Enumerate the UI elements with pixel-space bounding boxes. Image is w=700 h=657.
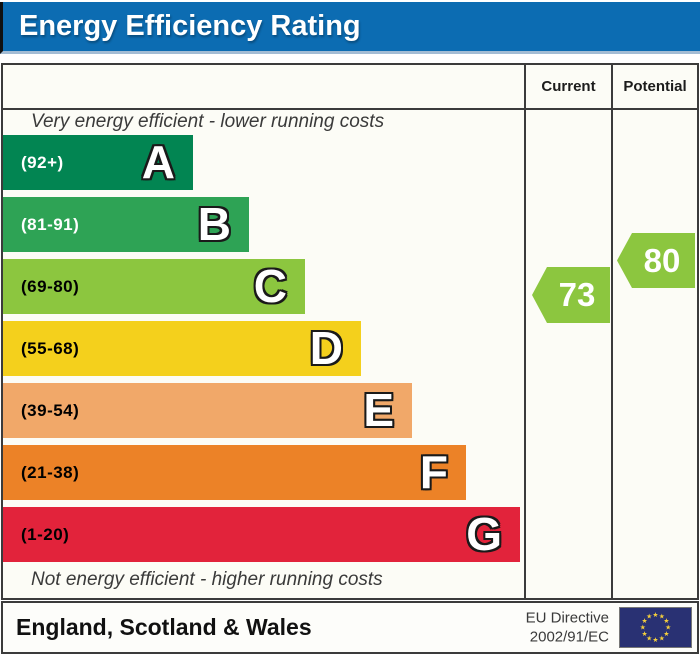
svg-text:★: ★ — [646, 634, 652, 642]
svg-text:★: ★ — [663, 617, 669, 625]
svg-text:★: ★ — [652, 611, 658, 619]
band-letter: A — [141, 136, 175, 188]
eu-flag-icon: ★ ★ ★ ★ ★ ★ ★ ★ ★ ★ ★ ★ — [619, 607, 692, 648]
band-row-d: (55-68) D — [3, 321, 361, 376]
band-range-label: (81-91) — [21, 214, 80, 234]
top-caption: Very energy efficient - lower running co… — [31, 111, 385, 132]
eu-directive-line1: EU Directive — [525, 609, 609, 626]
band-range-label: (1-20) — [21, 524, 70, 544]
band-range-label: (21-38) — [21, 462, 80, 482]
band-letter: B — [197, 198, 231, 250]
band-row-g: (1-20) G — [3, 507, 520, 562]
band-letter: C — [253, 260, 287, 312]
svg-text:★: ★ — [665, 624, 671, 632]
eu-directive-line2: 2002/91/EC — [529, 628, 609, 646]
svg-text:★: ★ — [652, 636, 658, 644]
title-bar: Energy Efficiency Rating — [0, 2, 700, 54]
band-range-label: (92+) — [21, 152, 64, 172]
region-label: England, Scotland & Wales — [16, 614, 312, 640]
page-title: Energy Efficiency Rating — [19, 10, 361, 42]
current-rating-arrow: 73 — [532, 267, 610, 323]
svg-text:★: ★ — [659, 634, 665, 642]
svg-text:★: ★ — [640, 624, 646, 632]
rating-chart: Current Potential Very energy efficient … — [1, 63, 699, 600]
band-letter: F — [419, 446, 448, 498]
band-letter: D — [309, 322, 343, 374]
potential-rating-arrow: 80 — [617, 233, 695, 288]
band-row-c: (69-80) C — [3, 259, 305, 314]
svg-text:★: ★ — [646, 613, 652, 621]
svg-text:★: ★ — [641, 630, 647, 638]
eu-directive-label: EU Directive 2002/91/EC — [526, 608, 609, 647]
rating-bands: (92+) A (81-91) B (69-80) C (55-68) D (3… — [3, 135, 520, 569]
band-range-label: (39-54) — [21, 400, 80, 420]
current-column-header: Current — [541, 78, 596, 95]
band-row-b: (81-91) B — [3, 197, 249, 252]
svg-text:★: ★ — [641, 617, 647, 625]
current-column-divider — [524, 65, 526, 598]
potential-column-divider — [611, 65, 613, 598]
band-row-a: (92+) A — [3, 135, 193, 190]
svg-text:★: ★ — [663, 630, 669, 638]
band-row-e: (39-54) E — [3, 383, 412, 438]
bottom-caption: Not energy efficient - higher running co… — [31, 569, 383, 590]
svg-text:★: ★ — [659, 613, 665, 621]
band-row-f: (21-38) F — [3, 445, 466, 500]
band-range-label: (55-68) — [21, 338, 80, 358]
potential-column-header: Potential — [623, 78, 687, 95]
band-range-label: (69-80) — [21, 276, 80, 296]
footer-bar: England, Scotland & Wales EU Directive 2… — [1, 601, 699, 654]
header-divider — [3, 108, 697, 110]
band-letter: E — [363, 384, 394, 436]
band-letter: G — [466, 508, 502, 560]
